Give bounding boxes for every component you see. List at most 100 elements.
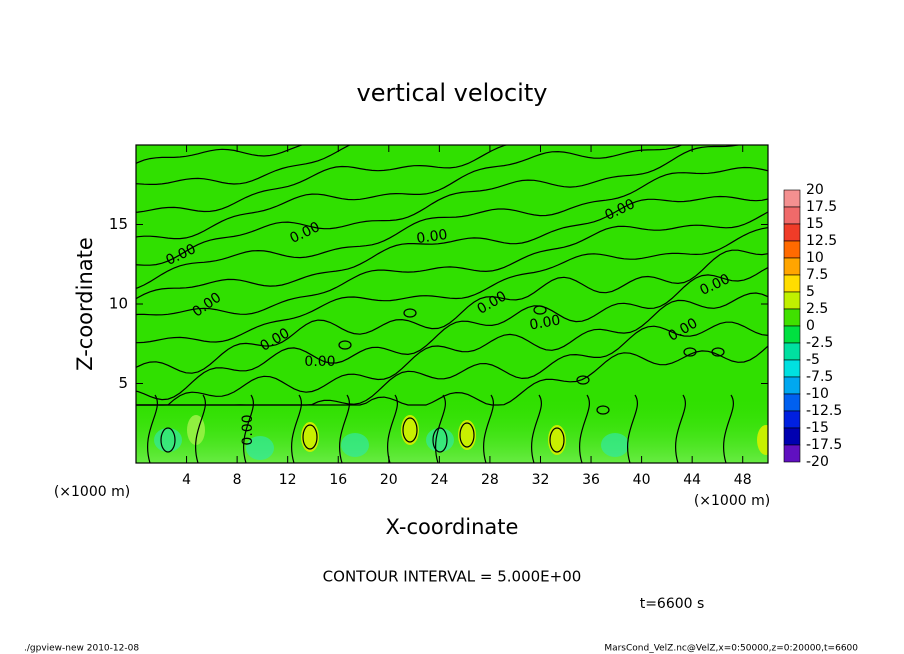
contour-line [243,394,254,463]
chart-title: vertical velocity [357,79,548,107]
contour-line [402,417,418,443]
x-tick-label: 8 [233,472,242,488]
colorbar-box [783,342,801,361]
contour-line [403,308,417,318]
contour-line [302,424,318,450]
colorbar-box [783,325,801,344]
colorbar-label: 0 [806,318,815,334]
field-blob [458,420,476,450]
colorbar-label: 12.5 [806,233,837,249]
colorbar-box [783,189,801,208]
y-axis-label: Z-coordinate [73,237,97,371]
field-blob [401,415,419,445]
contour-line [711,347,725,357]
x-tick-label: 16 [329,472,347,488]
contour-label: 0.00 [528,312,561,333]
colorbar-box [783,393,801,412]
contour-label: 0.00 [304,354,335,370]
x-tick-label: 44 [683,472,701,488]
colorbar-box [783,359,801,378]
x-unit-label: (×1000 m) [694,493,770,509]
field-blob [601,433,629,457]
x-tick-label: 36 [582,472,600,488]
contour-line [136,195,768,300]
colorbar-label: -20 [806,454,829,470]
colorbar-label: -10 [806,386,829,402]
field-blob [548,425,566,455]
colorbar-label: 15 [806,216,824,232]
colorbar-label: 5 [806,284,815,300]
colorbar-box [783,274,801,293]
contour-line [723,394,734,463]
contour-line [136,145,352,185]
colorbar-label: -17.5 [806,437,842,453]
colorbar-box [783,206,801,225]
contour-line [136,345,768,406]
contour-line [579,394,590,463]
colorbar-label: -15 [806,420,829,436]
contour-line [136,292,768,406]
field-blob [341,433,369,457]
contour-line [195,394,206,463]
field [136,145,768,463]
x-axis-label: X-coordinate [386,515,519,539]
contour-line [136,145,509,213]
colorbar-box [783,308,801,327]
colorbar-label: 2.5 [806,301,828,317]
contour-line [136,211,768,316]
x-tick-label: 24 [430,472,448,488]
contour-label: 0.00 [240,414,256,445]
x-tick-label: 20 [380,472,398,488]
contour-line [136,266,768,401]
x-tick-label: 4 [182,472,191,488]
contour-interval: CONTOUR INTERVAL = 5.000E+00 [323,568,582,586]
colorbar-label: 10 [806,250,824,266]
contour-line [136,226,768,344]
colorbar-label: 7.5 [806,267,828,283]
contour-line [483,394,494,463]
colorbar-box [783,257,801,276]
contour-line [136,145,742,266]
colorbar-label: -2.5 [806,335,833,351]
colorbar-label: 20 [806,182,824,198]
colorbar-label: -12.5 [806,403,842,419]
x-tick-label: 28 [481,472,499,488]
contour-line [136,166,768,289]
contour-line [627,394,638,463]
colorbar-box [783,291,801,310]
colorbar-label: 17.5 [806,199,837,215]
x-tick-label: 32 [532,472,550,488]
contour-line [683,347,697,357]
x-tick-label: 48 [734,472,752,488]
contour-line [435,394,446,463]
contour-line [338,340,352,350]
contour-line [459,422,475,448]
colorbar-box [783,427,801,446]
contour-line [432,427,448,453]
contour-line [596,405,610,415]
colorbar-box [783,223,801,242]
y-tick-label: 15 [109,215,128,233]
contour-line [136,145,683,240]
colorbar-label: -7.5 [806,369,833,385]
contour-line [160,427,176,453]
contour-line [136,249,768,374]
footer-right: MarsCond_VelZ.nc@VelZ,x=0:50000,z=0:2000… [604,644,858,654]
x-tick-label: 12 [279,472,297,488]
contour-line [576,375,590,385]
contour-line [291,394,302,463]
y-tick-label: 5 [118,374,128,392]
time-label: t=6600 s [640,596,705,612]
field-blob [301,422,319,452]
y-tick-label: 10 [109,295,128,313]
contour-line [531,394,542,463]
field-lower [136,395,768,463]
contour-line [387,394,398,463]
contour-line [549,427,565,453]
contour-line [339,394,350,463]
contour-label: 0.00 [415,227,448,247]
y-unit-label: (×1000 m) [54,484,130,500]
contour-line [675,394,686,463]
field-blob [154,428,182,452]
